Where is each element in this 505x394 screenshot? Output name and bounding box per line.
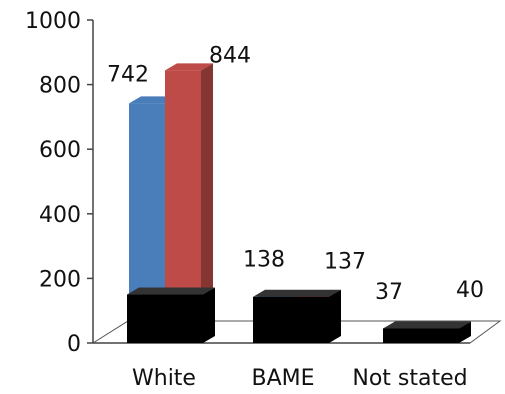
data-label: 137 bbox=[324, 250, 366, 275]
data-labels: 742 844 138 137 37 40 bbox=[107, 43, 484, 305]
overlay-front bbox=[127, 294, 203, 343]
overlay-block bbox=[127, 287, 215, 343]
y-tick-label: 1000 bbox=[25, 9, 81, 34]
data-label: 37 bbox=[375, 280, 403, 305]
data-label: 844 bbox=[209, 43, 251, 68]
overlay-side bbox=[459, 321, 471, 343]
overlay-front bbox=[253, 296, 329, 343]
overlay-block bbox=[253, 289, 341, 343]
overlay-top bbox=[253, 289, 341, 297]
data-label: 40 bbox=[456, 278, 484, 303]
y-tick-label: 800 bbox=[39, 74, 81, 99]
overlay-front bbox=[383, 328, 459, 343]
bar-side bbox=[201, 63, 213, 343]
overlay-top bbox=[383, 321, 471, 329]
category-label: Not stated bbox=[352, 366, 467, 391]
y-tick-label: 0 bbox=[67, 332, 81, 357]
y-tick-label: 200 bbox=[39, 267, 81, 292]
data-label: 138 bbox=[243, 247, 285, 272]
bars bbox=[127, 63, 471, 343]
data-label: 742 bbox=[107, 62, 149, 87]
overlay-side bbox=[329, 289, 341, 343]
overlay-top bbox=[127, 287, 215, 295]
y-tick-label: 400 bbox=[39, 203, 81, 228]
overlay-side bbox=[203, 287, 215, 343]
y-axis-ticks: 0 200 400 600 800 1000 bbox=[25, 9, 93, 357]
y-tick-label: 600 bbox=[39, 138, 81, 163]
category-label: White bbox=[132, 366, 196, 391]
bar-top bbox=[165, 63, 213, 71]
category-label: BAME bbox=[251, 366, 314, 391]
category-labels: White BAME Not stated bbox=[132, 366, 468, 391]
overlay-block bbox=[383, 321, 471, 343]
